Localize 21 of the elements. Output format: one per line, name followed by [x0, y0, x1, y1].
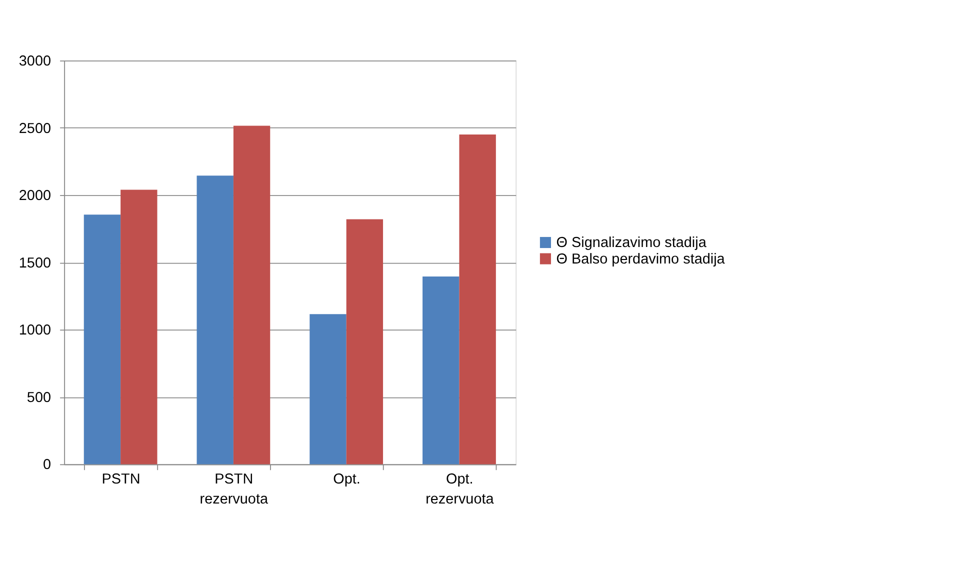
y-tick-label: 500 [26, 390, 52, 406]
x-tick-label: PSTN [102, 472, 140, 488]
bar [120, 190, 158, 464]
bar [233, 126, 270, 464]
bar [422, 276, 460, 464]
y-tick-label: 2000 [18, 188, 52, 204]
x-tick-label: PSTN rezervuota [200, 472, 269, 508]
x-tick-label: Opt. [333, 472, 360, 488]
bar [459, 134, 496, 464]
y-tick-label: 3000 [18, 53, 52, 70]
legend-label: Θ Signalizavimo stadija [556, 235, 708, 252]
x-tick-label: Opt. rezervuota [426, 472, 495, 508]
bar [346, 219, 384, 464]
bar [310, 314, 346, 464]
legend-label: Θ Balso perdavimo stadija [556, 251, 726, 268]
y-tick-label: 1500 [18, 255, 52, 272]
bar [84, 214, 121, 464]
bar [196, 176, 234, 464]
y-tick-label: 1000 [18, 322, 52, 339]
y-tick-label: 0 [42, 457, 52, 474]
y-tick-label: 2500 [18, 120, 52, 137]
